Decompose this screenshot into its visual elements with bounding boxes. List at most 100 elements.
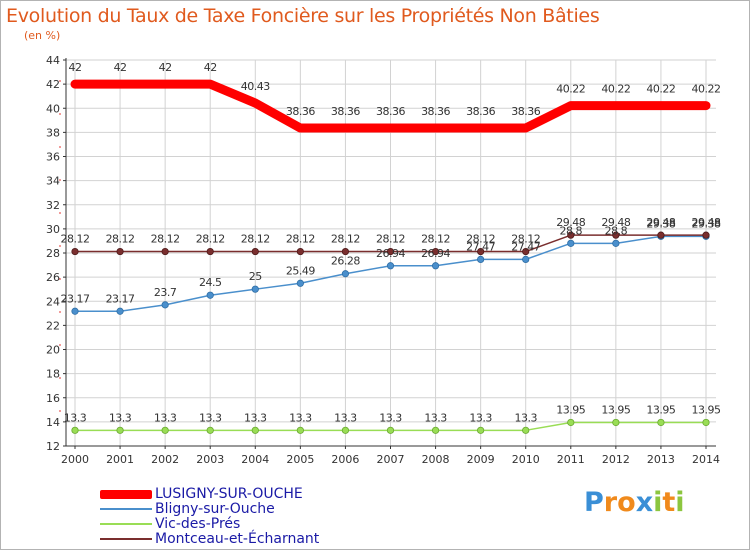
data-point <box>296 247 304 256</box>
data-label: 28.12 <box>511 233 540 246</box>
x-tick-label: 2010 <box>512 453 540 466</box>
data-point <box>567 231 575 239</box>
data-point <box>386 262 395 270</box>
y-tick-label: 20 <box>46 344 60 357</box>
data-label: 40.22 <box>646 83 675 96</box>
data-label: 28.8 <box>560 224 583 237</box>
data-label: 13.95 <box>646 403 675 416</box>
series-line <box>70 79 711 133</box>
y-tick-label: 22 <box>46 319 60 332</box>
x-tick-label: 2007 <box>377 453 405 466</box>
x-tick-label: 2006 <box>331 453 359 466</box>
data-point <box>71 426 79 434</box>
data-point <box>296 426 304 434</box>
legend-swatch <box>100 523 152 525</box>
y-tick-label: 12 <box>46 440 60 453</box>
x-tick-label: 2005 <box>286 453 314 466</box>
data-label: 40.22 <box>556 83 585 96</box>
data-point <box>341 426 350 434</box>
axes: 12 14 16 18 20 22 24 26 28 30 32 34 36 38 40 42 44 2000 20… <box>46 54 720 466</box>
x-tick-label: 2003 <box>196 453 224 466</box>
y-tick-label: 32 <box>46 199 60 212</box>
x-tick-label: 2001 <box>106 453 134 466</box>
data-point <box>702 418 710 427</box>
data-point <box>567 418 575 427</box>
chart-title: Evolution du Taux de Taxe Foncière sur l… <box>6 5 600 27</box>
data-label: 42 <box>114 61 127 74</box>
legend-item-montceau: Montceau-et-Écharnant <box>100 530 319 548</box>
data-point <box>71 307 79 315</box>
y-tick-label: 28 <box>46 247 60 260</box>
y-tick-label: 26 <box>46 271 60 284</box>
legend-item-lusigny: LUSIGNY-SUR-OUCHE <box>100 485 303 503</box>
x-tick-label: 2009 <box>467 453 495 466</box>
data-label: 23.17 <box>106 292 135 305</box>
logo-letter: i <box>653 487 663 518</box>
data-point <box>206 247 214 256</box>
data-label: 28.12 <box>421 233 450 246</box>
data-label: 28.12 <box>241 233 270 246</box>
legend-label: Montceau-et-Écharnant <box>155 531 320 547</box>
logo-letter: r <box>603 487 618 518</box>
logo-letter: t <box>662 487 676 518</box>
data-label: 13.3 <box>64 411 87 424</box>
series-group <box>70 79 711 434</box>
data-label: 13.3 <box>514 411 537 424</box>
y-tick-label: 36 <box>46 151 60 164</box>
data-label: 26.94 <box>376 247 405 260</box>
data-label: 23.7 <box>154 286 177 299</box>
data-point <box>657 418 665 427</box>
data-label: 13.3 <box>424 411 447 424</box>
data-point <box>116 307 124 315</box>
data-label: 28.12 <box>196 233 225 246</box>
data-label: 23.17 <box>61 292 90 305</box>
data-point <box>431 426 440 434</box>
x-tick-label: 2008 <box>422 453 450 466</box>
data-label: 28.12 <box>151 233 180 246</box>
data-point <box>522 426 530 434</box>
logo-letter: P <box>584 487 604 518</box>
data-point <box>431 247 440 256</box>
data-point <box>612 231 620 239</box>
x-tick-label: 2013 <box>647 453 675 466</box>
logo-letter: o <box>617 487 636 518</box>
data-point <box>341 270 350 278</box>
legend-label: Vic-des-Prés <box>155 516 241 532</box>
data-label: 13.95 <box>601 403 630 416</box>
x-tick-label: 2012 <box>602 453 630 466</box>
data-label: 38.36 <box>286 105 315 118</box>
data-label: 42 <box>159 61 172 74</box>
y-tick-label: 44 <box>46 54 60 67</box>
legend-swatch <box>100 508 152 510</box>
data-point <box>161 426 169 434</box>
x-tick-label: 2000 <box>61 453 89 466</box>
data-point <box>522 255 530 263</box>
data-point <box>657 231 665 239</box>
x-tick-label: 2011 <box>557 453 585 466</box>
data-point <box>251 426 259 434</box>
legend-item-vic: Vic-des-Prés <box>100 515 240 533</box>
data-label: 40.22 <box>601 83 630 96</box>
y-tick-label: 30 <box>46 223 60 236</box>
data-point <box>296 279 304 287</box>
data-label: 27.47 <box>511 240 540 253</box>
data-label: 29.48 <box>646 216 675 229</box>
data-label: 13.95 <box>692 403 721 416</box>
data-point <box>522 247 530 256</box>
data-label: 13.3 <box>289 411 312 424</box>
data-point <box>251 285 259 293</box>
data-point <box>477 255 485 263</box>
data-label: 25.49 <box>286 264 315 277</box>
data-label: 38.36 <box>376 105 405 118</box>
data-point <box>206 426 214 434</box>
y-tick-label: 14 <box>46 416 60 429</box>
data-label: 13.3 <box>469 411 492 424</box>
data-label: 28.12 <box>466 233 495 246</box>
data-label: 29.38 <box>692 217 721 230</box>
data-label: 13.3 <box>244 411 267 424</box>
data-label: 28.12 <box>331 233 360 246</box>
data-label: 28.12 <box>376 233 405 246</box>
legend-label: LUSIGNY-SUR-OUCHE <box>155 486 303 502</box>
